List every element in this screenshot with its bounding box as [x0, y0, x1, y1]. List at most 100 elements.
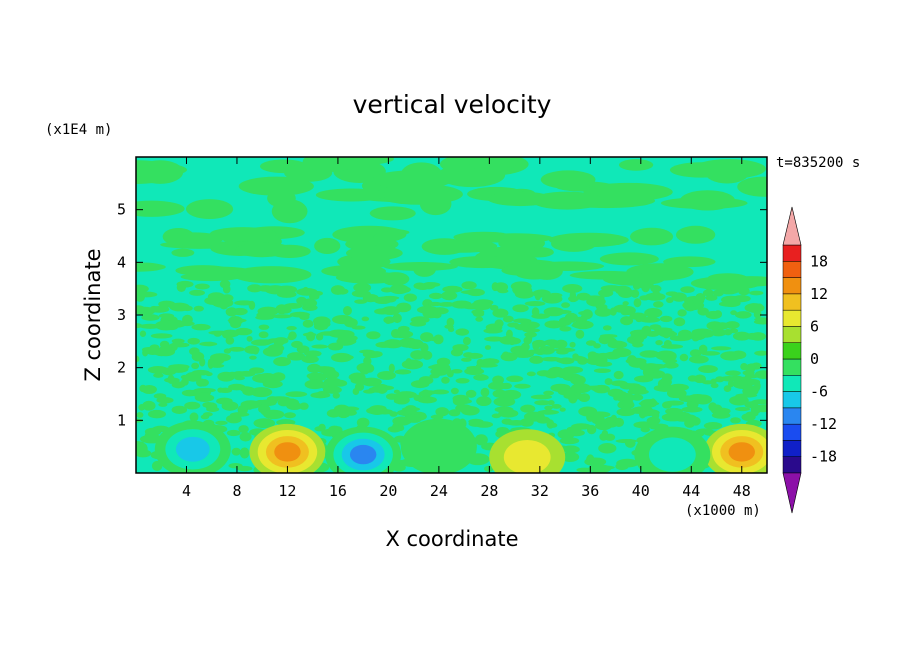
- field-patch: [139, 330, 147, 337]
- colorbar-swatch: [782, 244, 802, 262]
- field-patch: [572, 355, 585, 362]
- field-patch: [323, 370, 340, 380]
- field-patch: [496, 426, 509, 433]
- field-patch: [404, 405, 417, 414]
- field-patch: [679, 353, 689, 362]
- field-patch: [562, 284, 583, 293]
- field-patch: [315, 188, 387, 202]
- field-patch: [659, 377, 672, 387]
- field-patch: [544, 320, 564, 329]
- field-patch: [380, 287, 393, 293]
- field-patch: [238, 176, 314, 196]
- field-patch: [599, 252, 659, 266]
- field-patch: [371, 351, 383, 358]
- field-patch: [372, 170, 452, 190]
- field-patch: [463, 304, 481, 310]
- field-patch: [310, 392, 331, 399]
- field-patch: [698, 365, 718, 373]
- field-patch: [198, 378, 209, 387]
- field-patch: [537, 409, 560, 415]
- x-tick-label: 4: [182, 482, 191, 500]
- field-patch: [237, 370, 256, 377]
- field-patch: [359, 349, 375, 354]
- field-patch: [214, 332, 222, 337]
- y-axis-title: Z coordinate: [81, 248, 105, 381]
- field-patch: [377, 370, 396, 380]
- field-patch: [559, 407, 566, 412]
- field-patch: [326, 409, 341, 418]
- field-patch: [480, 387, 490, 397]
- field-cell: [274, 442, 301, 462]
- field-patch: [185, 372, 202, 382]
- field-patch: [754, 350, 767, 356]
- field-patch: [484, 465, 494, 472]
- field-patch: [484, 345, 492, 350]
- field-patch: [681, 406, 703, 413]
- field-patch: [186, 199, 234, 220]
- field-patch: [711, 404, 723, 413]
- field-patch: [593, 384, 610, 394]
- x-tick-label: 40: [632, 482, 650, 500]
- field-patch: [453, 398, 472, 405]
- field-patch: [620, 316, 634, 326]
- y-axis: 1 2 3 4 5: [117, 201, 767, 429]
- field-patch: [204, 296, 223, 305]
- field-patch: [466, 288, 485, 297]
- field-patch: [366, 406, 389, 415]
- field-patch: [563, 366, 579, 373]
- x-tick-label: 12: [278, 482, 296, 500]
- field-patch: [723, 385, 732, 393]
- field-patch: [698, 344, 708, 354]
- field-patch: [494, 319, 504, 328]
- colorbar-swatch: [782, 423, 802, 441]
- colorbar-swatch: [782, 326, 802, 343]
- field-patch: [149, 306, 170, 313]
- field-patch: [617, 288, 634, 298]
- field-patch: [420, 390, 437, 395]
- field-patch: [735, 311, 752, 319]
- field-patch: [466, 352, 483, 359]
- field-patch: [642, 367, 650, 377]
- field-patch: [585, 340, 597, 346]
- field-patch: [652, 301, 664, 308]
- field-patch: [650, 285, 662, 293]
- field-patch: [314, 237, 341, 255]
- field-patch: [620, 308, 631, 316]
- field-patch: [361, 316, 370, 322]
- x-tick-label: 16: [329, 482, 347, 500]
- field-patch: [164, 377, 180, 383]
- field-patch: [598, 443, 617, 454]
- contour-field: [136, 157, 767, 473]
- field-patch: [720, 351, 742, 361]
- field-patch: [460, 406, 480, 416]
- field-patch: [451, 368, 463, 374]
- field-patch: [136, 305, 145, 311]
- field-patch: [520, 404, 536, 413]
- field-patch: [546, 419, 555, 429]
- field-patch: [531, 191, 604, 210]
- field-patch: [429, 373, 440, 379]
- field-patch: [390, 328, 401, 339]
- y-tick-label: 2: [117, 359, 126, 377]
- field-patch: [660, 197, 748, 209]
- field-patch: [624, 438, 636, 448]
- field-patch: [631, 394, 644, 401]
- field-patch: [153, 393, 167, 399]
- x-tick-label: 32: [531, 482, 549, 500]
- field-patch: [455, 328, 470, 336]
- field-patch: [332, 315, 354, 325]
- field-patch: [655, 339, 663, 346]
- field-patch: [376, 183, 463, 205]
- field-patch: [551, 296, 561, 304]
- field-patch: [246, 335, 253, 342]
- field-patch: [476, 233, 554, 243]
- field-patch: [187, 337, 200, 345]
- field-patch: [228, 371, 237, 377]
- field-patch: [697, 307, 709, 316]
- field-patch: [301, 355, 319, 364]
- field-patch: [318, 423, 326, 432]
- field-patch: [181, 389, 198, 397]
- field-patch: [247, 284, 263, 293]
- field-patch: [561, 452, 580, 463]
- field-patch: [599, 334, 618, 339]
